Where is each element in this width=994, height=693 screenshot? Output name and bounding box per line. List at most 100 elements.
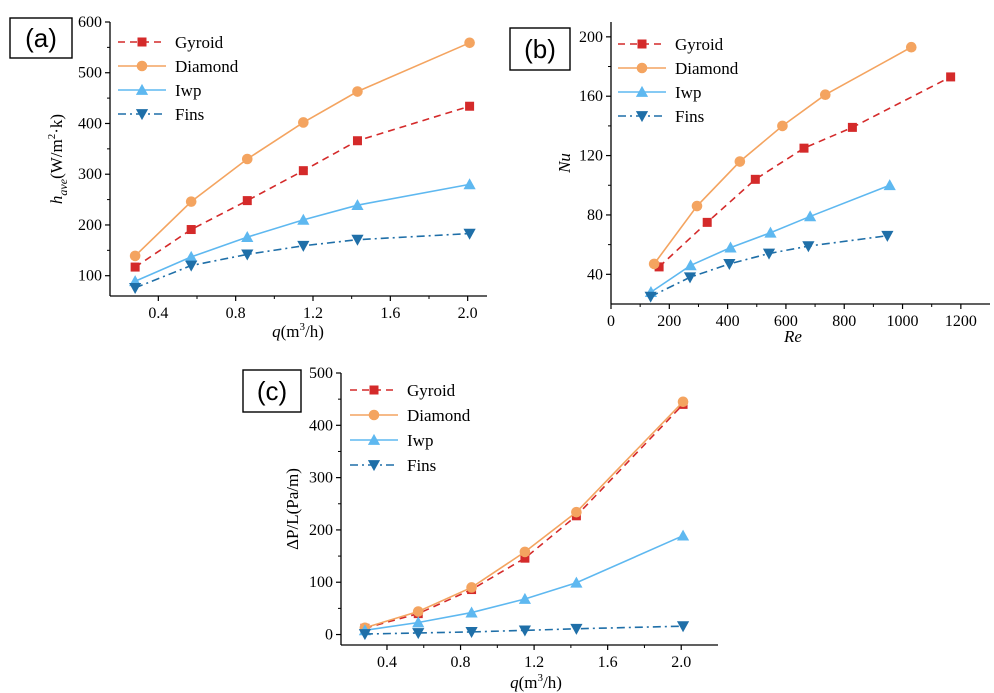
- series-diamond: [129, 37, 475, 262]
- x-tick-label: 1.2: [524, 654, 544, 671]
- data-point: [518, 625, 532, 637]
- x-tick-label: 1.6: [380, 305, 400, 322]
- panel-label: (b): [509, 27, 571, 71]
- legend-label: Gyroid: [675, 35, 724, 54]
- chart-panel-a: 0.4 0.8 1.2 1.6 2.0 100 200 300 400 500 600 q(m3/h)…: [9, 14, 487, 341]
- legend-item: Gyroid: [350, 381, 456, 400]
- series-line: [658, 76, 952, 268]
- series-fins: [129, 228, 476, 294]
- data-point: [352, 136, 362, 146]
- legend-item: Diamond: [118, 57, 239, 76]
- series-gyroid: [654, 72, 956, 272]
- data-point: [677, 396, 689, 408]
- data-point: [412, 606, 424, 617]
- y-tick-label: 500: [309, 365, 333, 382]
- y-tick-label: 100: [78, 268, 102, 285]
- y-tick-label: 40: [587, 266, 603, 283]
- legend-label: Diamond: [407, 406, 471, 425]
- y-tick-label: 0: [325, 627, 333, 644]
- x-tick-label: 600: [774, 313, 798, 330]
- data-point: [819, 89, 831, 101]
- data-point: [465, 606, 478, 618]
- data-point: [691, 200, 703, 212]
- legend-item: Fins: [618, 107, 704, 126]
- y-tick-label: 120: [579, 148, 603, 165]
- data-point: [750, 174, 760, 184]
- series-gyroid: [130, 101, 475, 272]
- legend-marker: [636, 62, 648, 74]
- legend-marker: [137, 37, 147, 47]
- series-line: [650, 184, 891, 293]
- data-point: [905, 41, 917, 53]
- x-axis-title: q(m3/h): [510, 672, 562, 692]
- data-point: [297, 213, 310, 225]
- y-tick-label: 300: [309, 470, 333, 487]
- data-point: [241, 153, 253, 165]
- data-point: [297, 240, 310, 252]
- legend-label: Iwp: [675, 83, 701, 102]
- series-iwp: [644, 179, 896, 298]
- y-tick-label: 300: [78, 166, 102, 183]
- panel-label-text: (a): [25, 23, 57, 53]
- data-point: [734, 156, 746, 167]
- series-line: [364, 534, 684, 632]
- data-point: [519, 546, 531, 558]
- x-tick-label: 2.0: [458, 305, 478, 322]
- legend-marker: [135, 109, 149, 121]
- data-point: [465, 627, 478, 639]
- x-tick-label: 0: [607, 313, 615, 330]
- data-point: [802, 241, 815, 253]
- legend-item: Iwp: [350, 431, 433, 450]
- data-point: [946, 72, 956, 82]
- data-point: [648, 258, 660, 270]
- data-point: [702, 217, 712, 227]
- data-point: [352, 86, 363, 97]
- y-tick-label: 600: [78, 14, 102, 31]
- legend-marker: [637, 39, 647, 49]
- y-axis-title: have(W/m2·k): [46, 114, 70, 204]
- data-point: [644, 291, 657, 303]
- y-tick-label: 200: [309, 522, 333, 539]
- data-point: [684, 259, 697, 271]
- legend-label: Fins: [407, 456, 436, 475]
- data-point: [185, 260, 198, 272]
- data-point: [241, 231, 254, 243]
- legend-item: Iwp: [618, 83, 701, 102]
- data-point: [241, 249, 254, 261]
- legend: Gyroid Diamond Iwp Fins: [350, 381, 471, 475]
- data-point: [242, 196, 252, 206]
- data-point: [570, 623, 583, 635]
- data-point: [723, 259, 736, 271]
- y-tick-label: 400: [309, 417, 333, 434]
- x-tick-label: 0.8: [451, 654, 471, 671]
- series-line: [364, 401, 684, 629]
- panel-label: (c): [242, 369, 302, 413]
- x-tick-label: 0.4: [148, 305, 168, 322]
- legend-label: Diamond: [175, 57, 239, 76]
- series-line: [364, 625, 684, 635]
- data-point: [654, 262, 664, 272]
- data-point: [463, 178, 476, 190]
- data-point: [466, 582, 477, 593]
- chart-panel-b: 0 200 400 600 800 1000 1200 40 80 120 160 200 Re Nu Gy…: [509, 22, 990, 346]
- x-tick-label: 1.2: [303, 305, 323, 322]
- panel-label-text: (c): [257, 376, 287, 406]
- y-tick-label: 200: [579, 29, 603, 46]
- data-point: [351, 234, 364, 246]
- series-line: [650, 234, 888, 298]
- legend-marker: [367, 433, 381, 445]
- legend-label: Gyroid: [407, 381, 456, 400]
- data-point: [883, 179, 896, 191]
- series-fins: [644, 230, 894, 303]
- data-point: [298, 117, 309, 128]
- data-point: [464, 37, 475, 49]
- legend-label: Fins: [675, 107, 704, 126]
- legend-item: Diamond: [350, 406, 471, 425]
- data-point: [676, 529, 690, 541]
- series-diamond: [648, 41, 917, 270]
- legend-label: Fins: [175, 105, 204, 124]
- data-point: [683, 272, 697, 284]
- data-point: [298, 166, 308, 176]
- chart-panel-c: 0.4 0.8 1.2 1.6 2.0 0 100 200 300 400 500 q(m3/h) ΔP…: [242, 365, 718, 692]
